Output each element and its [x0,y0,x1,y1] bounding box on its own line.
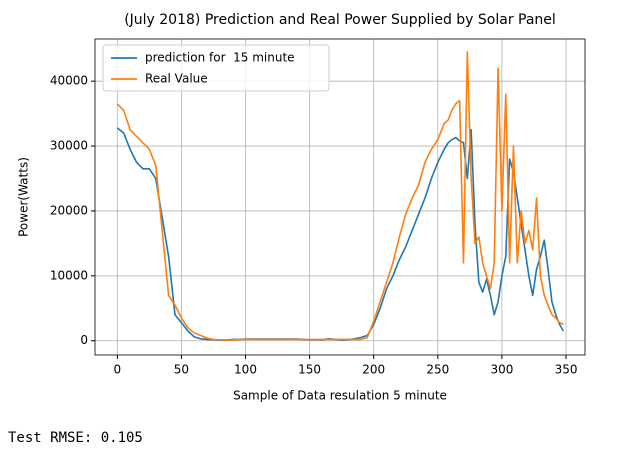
output-text: Test RMSE: 0.105 [8,430,143,446]
x-tick-label: 350 [555,363,578,377]
x-tick-label: 200 [362,363,385,377]
legend-label: Real Value [145,72,208,86]
y-tick-label: 40000 [50,74,88,88]
chart-title: (July 2018) Prediction and Real Power Su… [124,12,556,28]
y-axis-label: Power(Watts) [17,157,31,237]
x-tick-label: 50 [174,363,189,377]
y-tick-label: 10000 [50,268,88,282]
legend-label: prediction for 15 minute [145,51,295,65]
data-line [116,51,564,341]
x-tick-label: 250 [426,363,449,377]
chart: (July 2018) Prediction and Real Power Su… [17,12,586,403]
legend-box [102,44,330,92]
y-tick-label: 30000 [50,139,88,153]
data-line [116,127,565,341]
x-tick-label: 150 [298,363,321,377]
x-tick-label: 300 [490,363,513,377]
x-axis-label: Sample of Data resulation 5 minute [233,389,447,403]
x-tick-label: 100 [234,363,257,377]
x-tick-label: 0 [113,363,121,377]
y-tick-label: 20000 [50,203,88,217]
y-tick-label: 0 [80,333,88,347]
plot-frame [94,38,586,356]
